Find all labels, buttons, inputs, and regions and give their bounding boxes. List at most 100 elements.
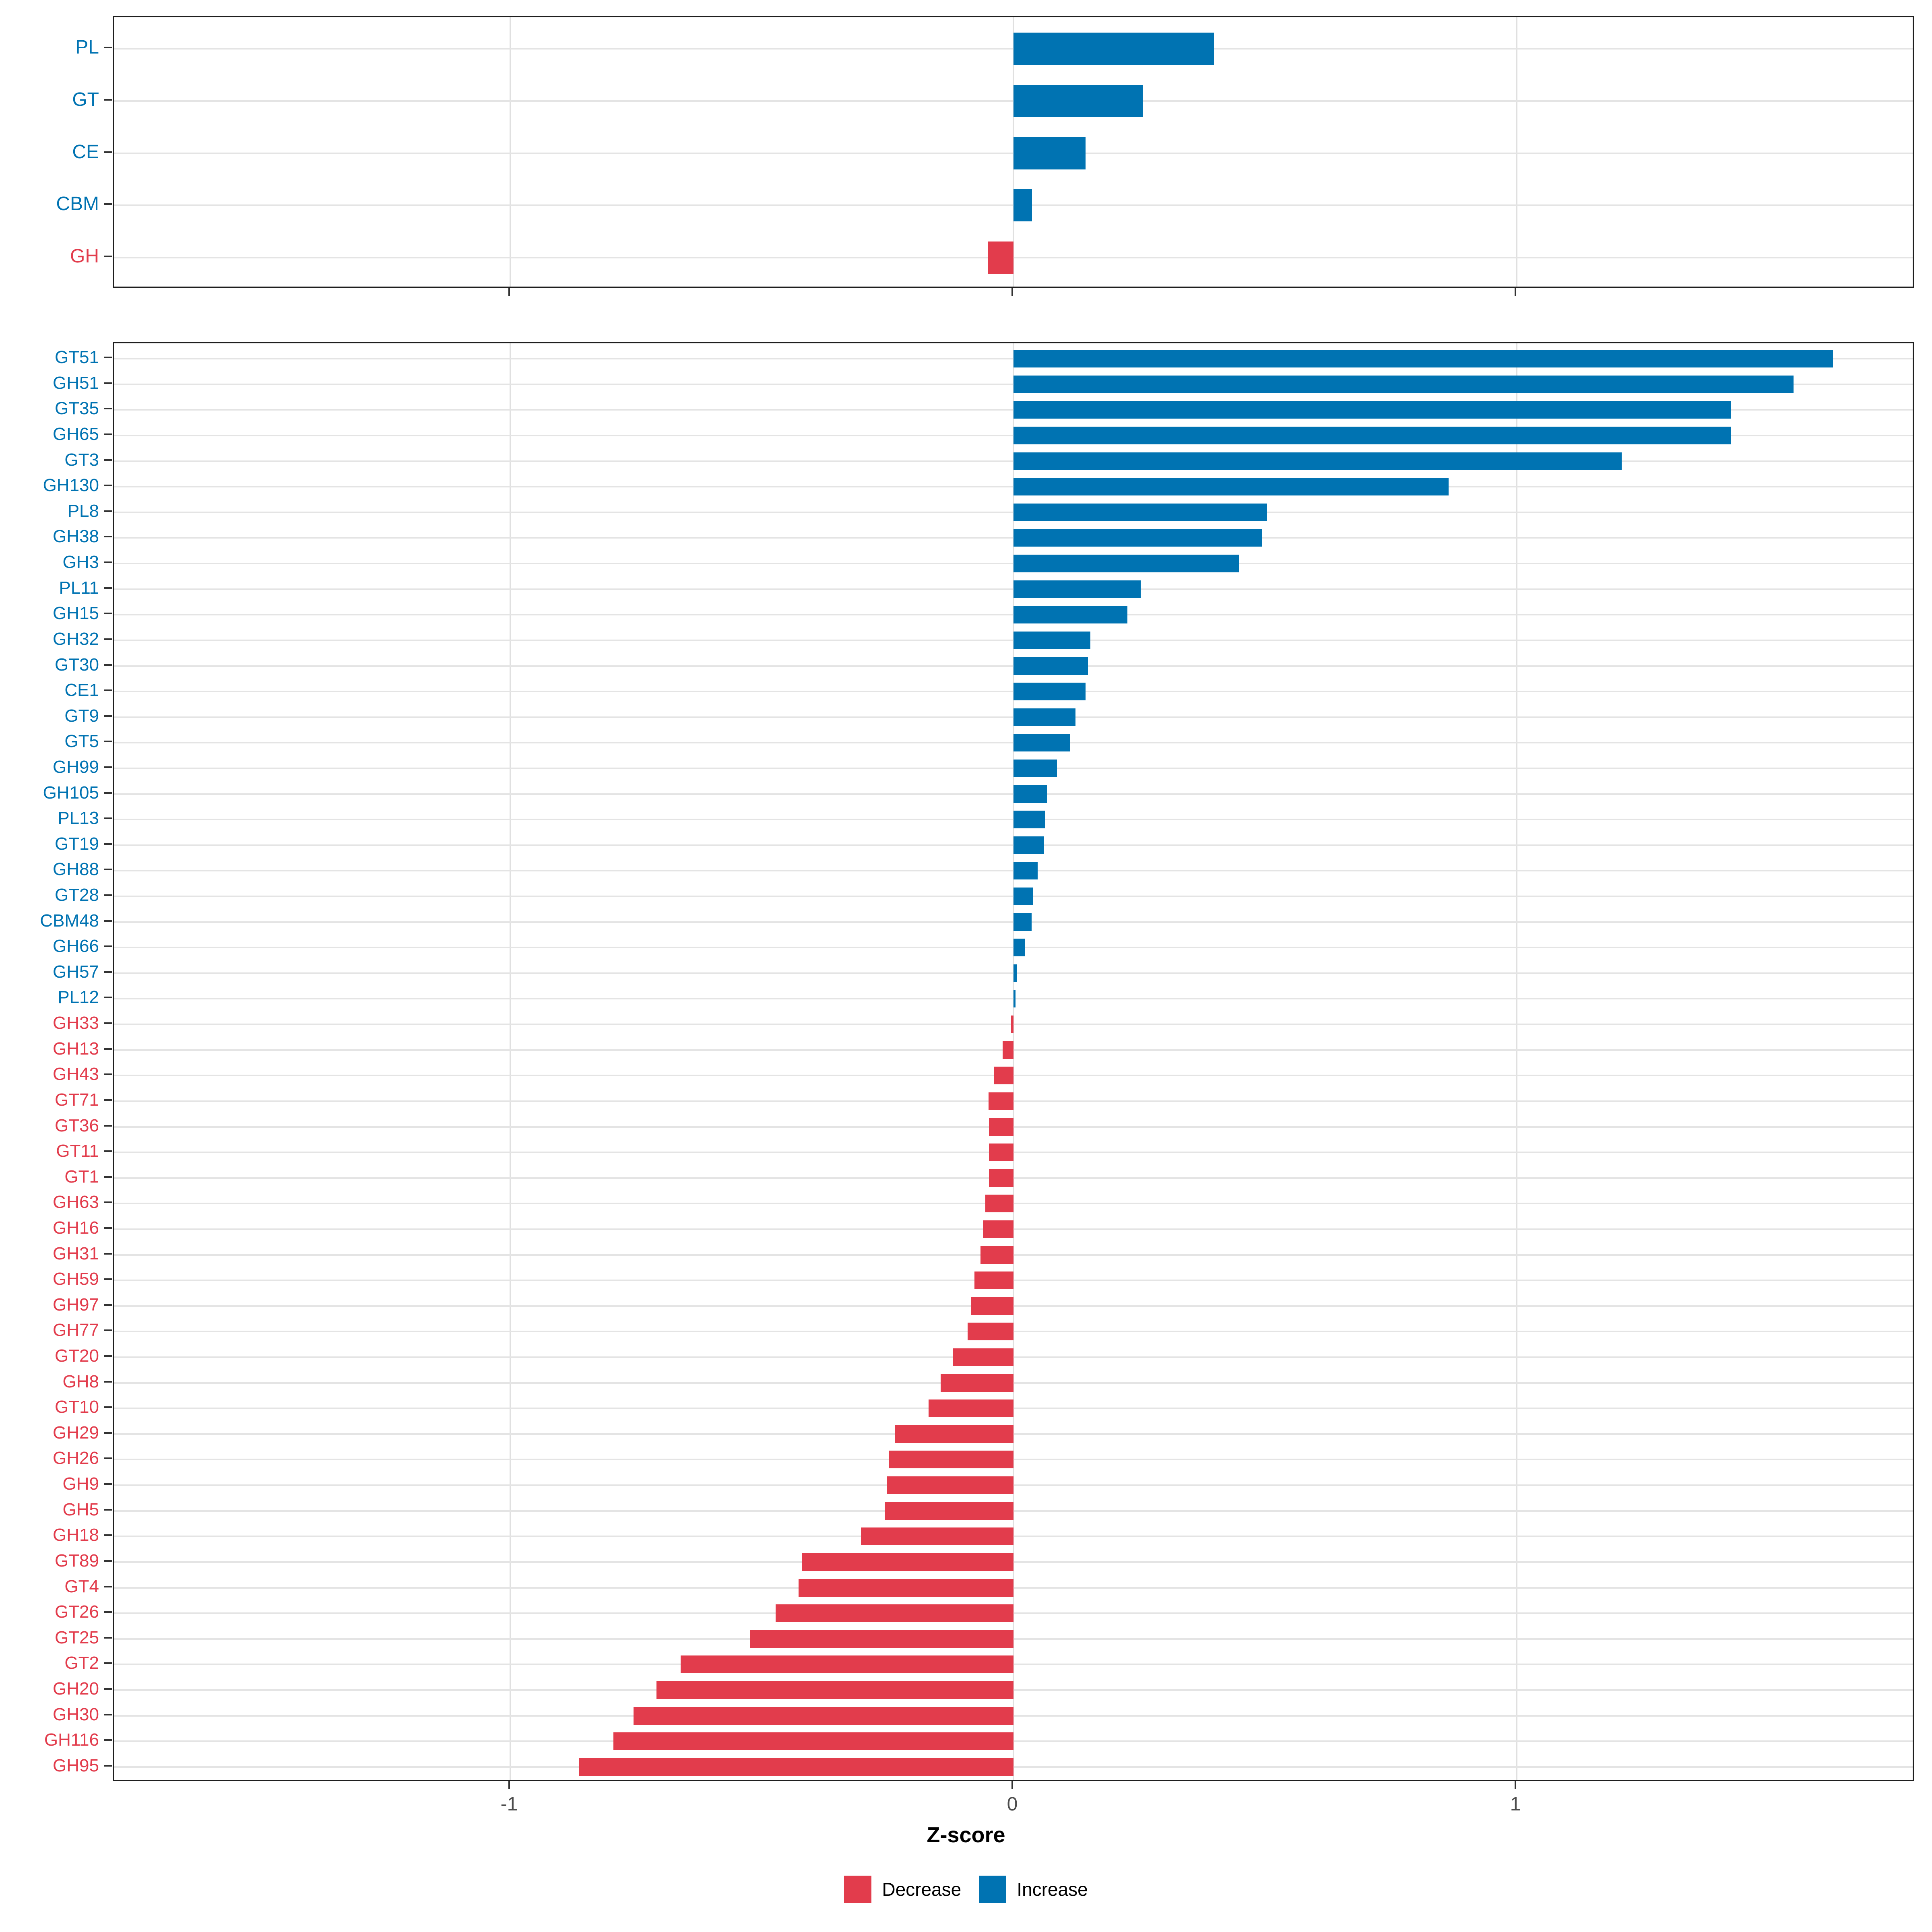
- y-axis-tick: [104, 1483, 112, 1485]
- y-axis-label-GH8: GH8: [62, 1371, 99, 1391]
- y-axis-tick: [104, 1534, 112, 1536]
- gridline-horizontal: [114, 844, 1913, 846]
- y-axis-tick: [104, 945, 112, 947]
- y-axis-label-GT2: GT2: [64, 1653, 99, 1673]
- y-axis-label-GH29: GH29: [53, 1422, 99, 1443]
- y-axis-label-CBM: CBM: [56, 193, 99, 215]
- bar-CBM: [1013, 189, 1032, 222]
- bar-GH8: [940, 1374, 1013, 1392]
- gridline-horizontal: [114, 665, 1913, 667]
- y-axis-label-GT71: GT71: [54, 1090, 99, 1110]
- y-axis-tick: [104, 1432, 112, 1434]
- y-axis-label-GH18: GH18: [53, 1525, 99, 1545]
- y-axis-label-CE: CE: [72, 141, 99, 163]
- gridline-horizontal: [114, 204, 1913, 206]
- y-axis-label-GT26: GT26: [54, 1602, 99, 1622]
- y-axis-tick: [104, 1125, 112, 1127]
- gridline-horizontal: [114, 409, 1913, 411]
- y-axis-tick: [104, 1355, 112, 1357]
- y-axis-tick: [104, 920, 112, 922]
- y-axis-label-GH15: GH15: [53, 603, 99, 623]
- gridline-horizontal: [114, 921, 1913, 923]
- gridline-horizontal: [114, 563, 1913, 565]
- y-axis-tick: [104, 1278, 112, 1280]
- bar-GT26: [775, 1604, 1013, 1622]
- bar-GH26: [889, 1451, 1013, 1469]
- gridline-horizontal: [114, 435, 1913, 436]
- y-axis-label-GT30: GT30: [54, 654, 99, 675]
- y-axis-label-PL: PL: [75, 36, 99, 58]
- bar-GH66: [1013, 939, 1025, 957]
- y-axis-label-GH: GH: [70, 246, 99, 267]
- y-axis-tick: [104, 1713, 112, 1715]
- y-axis-tick: [104, 1176, 112, 1178]
- gridline-horizontal: [114, 460, 1913, 462]
- bar-GT20: [953, 1348, 1013, 1366]
- y-axis-label-GH9: GH9: [62, 1474, 99, 1494]
- bar-GH43: [994, 1067, 1013, 1085]
- y-axis-label-GH43: GH43: [53, 1064, 99, 1084]
- y-axis-tick: [104, 715, 112, 717]
- y-axis-tick: [104, 1329, 112, 1331]
- bar-GH15: [1013, 606, 1127, 624]
- y-axis-label-GH77: GH77: [53, 1320, 99, 1340]
- y-axis-tick: [104, 1304, 112, 1306]
- gridline-horizontal: [114, 537, 1913, 539]
- bar-GH5: [885, 1502, 1013, 1520]
- bar-PL13: [1013, 811, 1045, 829]
- bar-GH38: [1013, 529, 1262, 547]
- y-axis-label-GT1: GT1: [64, 1166, 99, 1187]
- y-axis-label-GH66: GH66: [53, 936, 99, 956]
- y-axis-tick: [104, 1457, 112, 1459]
- y-axis-tick: [104, 433, 112, 435]
- bar-GH32: [1013, 631, 1091, 649]
- bar-GT1: [989, 1169, 1013, 1187]
- y-axis-label-GH95: GH95: [53, 1755, 99, 1775]
- bar-GT36: [989, 1118, 1013, 1136]
- y-axis-label-GH105: GH105: [43, 782, 99, 803]
- y-axis-label-GT36: GT36: [54, 1115, 99, 1135]
- y-axis-label-GT10: GT10: [54, 1397, 99, 1417]
- y-axis-label-CE1: CE1: [64, 680, 99, 700]
- y-axis-tick: [104, 971, 112, 973]
- bar-GT51: [1013, 350, 1833, 368]
- bar-GT28: [1013, 888, 1033, 906]
- gridline-horizontal: [114, 691, 1913, 693]
- y-axis-tick: [104, 1406, 112, 1408]
- bar-GH29: [895, 1425, 1013, 1443]
- bar-GH20: [656, 1681, 1013, 1699]
- gridline-horizontal: [114, 383, 1913, 385]
- y-axis-tick: [104, 1227, 112, 1229]
- bar-GH97: [970, 1297, 1013, 1315]
- y-axis-tick: [104, 510, 112, 512]
- y-axis-tick: [104, 689, 112, 691]
- gridline-horizontal: [114, 588, 1913, 590]
- y-axis-label-GT28: GT28: [54, 885, 99, 905]
- gridline-vertical: [510, 17, 511, 287]
- y-axis-tick: [104, 485, 112, 487]
- gridline-horizontal: [114, 998, 1913, 1000]
- y-axis-label-GH130: GH130: [43, 475, 99, 495]
- bar-GT25: [750, 1630, 1013, 1648]
- bar-GT9: [1013, 708, 1075, 726]
- y-axis-tick: [104, 203, 112, 205]
- y-axis-tick: [104, 256, 112, 258]
- bar-GH99: [1013, 759, 1057, 777]
- bar-GH130: [1013, 478, 1449, 496]
- gridline-horizontal: [114, 511, 1913, 513]
- y-axis-label-GT35: GT35: [54, 398, 99, 419]
- legend-label: Increase: [1017, 1879, 1088, 1900]
- x-axis-tick: [508, 288, 510, 296]
- gridline-horizontal: [114, 486, 1913, 488]
- gridline-vertical: [1013, 343, 1014, 1780]
- gridline-horizontal: [114, 100, 1913, 102]
- y-axis-tick: [104, 869, 112, 871]
- y-axis-tick: [104, 613, 112, 615]
- bar-PL12: [1013, 990, 1016, 1008]
- y-axis-tick: [104, 1381, 112, 1383]
- y-axis-tick: [104, 1048, 112, 1050]
- bar-GT10: [928, 1399, 1013, 1418]
- gridline-horizontal: [114, 896, 1913, 898]
- y-axis-label-GH5: GH5: [62, 1499, 99, 1519]
- y-axis-tick: [104, 1765, 112, 1767]
